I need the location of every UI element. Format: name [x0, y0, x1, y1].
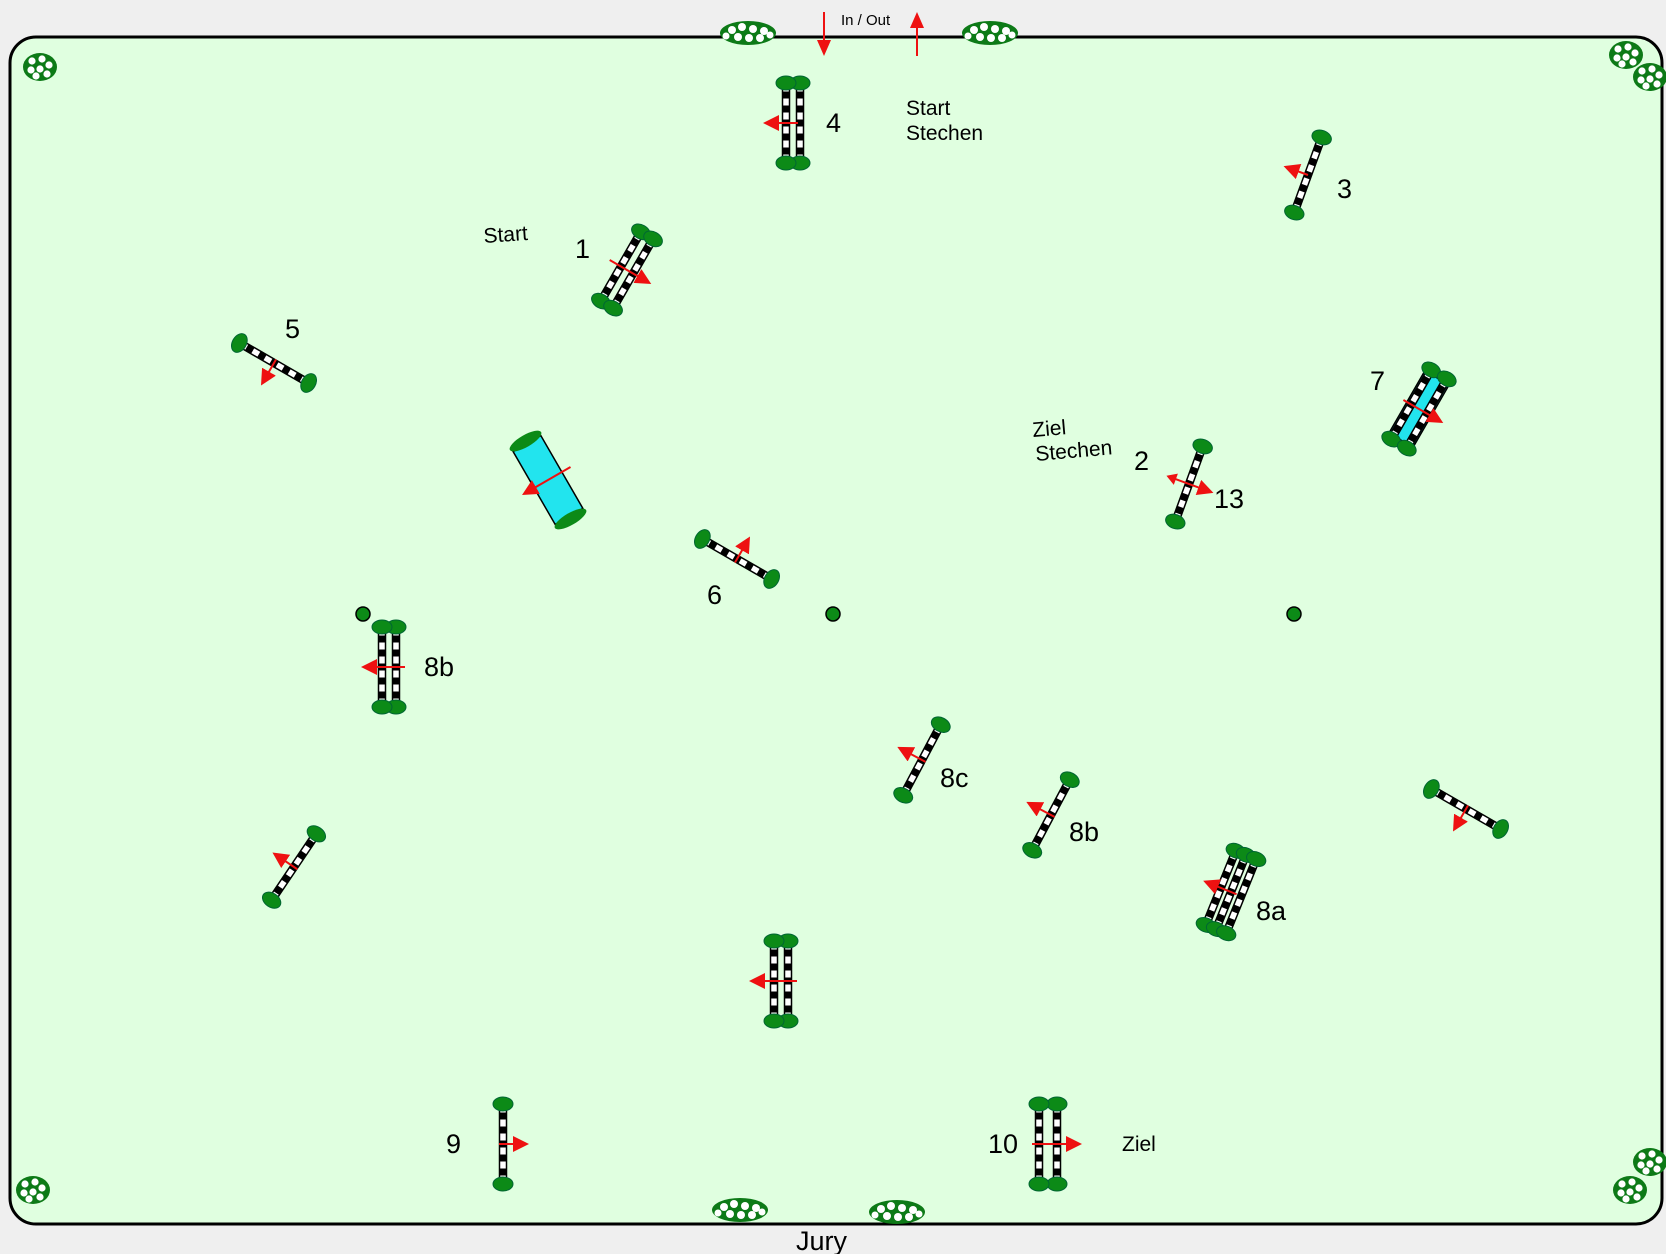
arena	[8, 35, 1664, 1226]
obstacle-5	[227, 330, 321, 396]
obstacle-label-2: 2	[1134, 446, 1149, 476]
oxer-unnumbered	[749, 933, 799, 1029]
obstacle-label-8a: 8a	[1256, 896, 1287, 926]
flower-bush-icon	[712, 1198, 768, 1222]
obstacle-label-6: 6	[707, 580, 722, 610]
obstacle-label-13: 13	[1214, 484, 1244, 514]
obstacle-7	[1378, 358, 1460, 460]
flower-bush-icon	[1633, 63, 1666, 91]
obstacle-label-8c: 8c	[940, 763, 969, 793]
turning-post	[355, 606, 371, 622]
jury-label: Jury	[796, 1226, 848, 1254]
obstacle-label-10: 9	[446, 1129, 461, 1159]
obstacle-8a	[1193, 839, 1269, 945]
obstacle-9	[361, 619, 407, 715]
entrance-in-arrow-icon	[817, 12, 831, 56]
start-jumpoff-label-line1: Start	[906, 97, 951, 120]
finish-jumpoff-label-line1: Ziel	[1031, 416, 1067, 442]
obstacle-label-8b-visible: 8b	[1069, 817, 1099, 847]
turning-post	[1286, 606, 1302, 622]
flower-bush-icon	[16, 1176, 50, 1204]
flower-bush-icon	[23, 53, 57, 81]
obstacle-11	[1028, 1096, 1082, 1192]
entrance-label: In / Out	[841, 12, 891, 29]
flower-bush-icon	[1613, 1176, 1647, 1204]
obstacle-label-9: 8b	[424, 652, 454, 682]
liverpool-unnumbered	[509, 430, 587, 530]
vertical-unnumbered-right	[1419, 776, 1513, 842]
obstacle-label-1: 1	[575, 234, 590, 264]
flower-bush-icon	[1609, 41, 1643, 69]
obstacle-label-4: 4	[826, 108, 841, 138]
start-label: Start	[483, 222, 529, 248]
obstacle-1	[588, 220, 666, 320]
obstacle-10	[492, 1096, 529, 1192]
start-jumpoff-label-line2: Stechen	[906, 122, 983, 145]
flower-bush-icon	[962, 21, 1018, 45]
turning-post	[825, 606, 841, 622]
obstacle-3	[1281, 126, 1335, 224]
flower-bush-icon	[1633, 1148, 1666, 1176]
flower-bush-icon	[720, 21, 776, 45]
obstacle-label-7: 7	[1370, 366, 1385, 396]
flower-bush-icon	[869, 1200, 925, 1224]
obstacle-6	[690, 526, 784, 592]
obstacle-2-13	[1162, 435, 1216, 533]
obstacle-4	[763, 75, 811, 171]
obstacle-8b	[1019, 768, 1083, 862]
finish-label: Ziel	[1122, 1133, 1156, 1156]
obstacle-label-5: 5	[285, 314, 300, 344]
entrance-out-arrow-icon	[910, 12, 924, 56]
obstacle-8c	[890, 713, 954, 807]
vertical-unnumbered-left	[258, 821, 330, 913]
obstacle-label-11: 10	[988, 1129, 1018, 1159]
obstacle-label-3: 3	[1337, 174, 1352, 204]
